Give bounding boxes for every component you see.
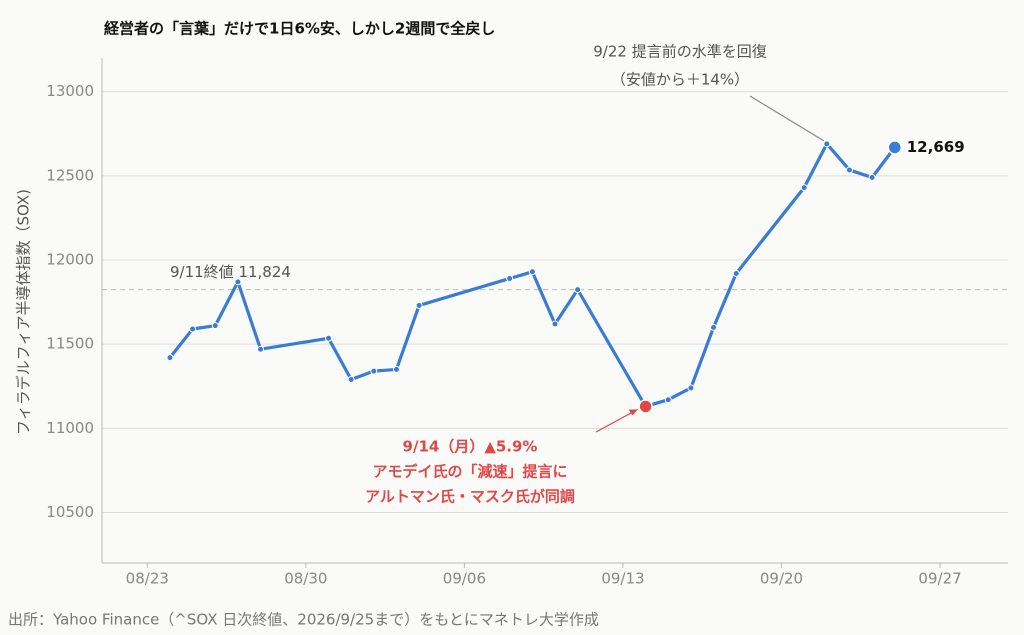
point	[574, 286, 582, 294]
y-tick-label: 12000	[46, 251, 94, 269]
source: 出所：Yahoo Finance（^SOX 日次終値、2026/9/25まで）を…	[8, 611, 599, 629]
point	[687, 384, 695, 392]
point	[823, 140, 831, 148]
point	[257, 345, 265, 353]
point	[664, 396, 672, 404]
point	[868, 174, 876, 182]
value-label: 12,669	[907, 138, 965, 156]
y-tick-label: 11000	[46, 419, 94, 437]
x-tick-label: 08/30	[284, 570, 327, 588]
annotation: （安値から＋14%）	[611, 71, 749, 89]
point	[638, 399, 653, 414]
y-tick-label: 11500	[46, 335, 94, 353]
point	[347, 376, 355, 384]
point	[551, 320, 559, 328]
point	[166, 354, 174, 362]
point	[234, 278, 242, 286]
annotation-arrow	[595, 408, 638, 433]
point	[887, 140, 902, 155]
line	[168, 142, 897, 409]
x-tick-label: 09/06	[443, 570, 486, 588]
point	[325, 334, 332, 342]
annotation: アモデイ氏の「減速」提言に	[372, 463, 567, 481]
point	[370, 367, 378, 375]
annotation: 9/14（月）▲5.9%	[403, 438, 538, 456]
point	[189, 325, 197, 333]
point	[415, 301, 423, 309]
point	[392, 365, 400, 373]
annotation: アルトマン氏・マスク氏が同調	[365, 488, 575, 506]
point	[528, 268, 536, 276]
annotation: 9/22 提言前の水準を回復	[593, 43, 766, 61]
y-tick-label: 13000	[46, 82, 94, 100]
x-tick-label: 09/27	[918, 570, 961, 588]
point	[800, 184, 808, 192]
x-tick-label: 08/23	[126, 570, 169, 588]
point	[710, 323, 718, 331]
annotation-arrowhead	[628, 409, 638, 416]
y-tick-label: 10500	[46, 503, 94, 521]
x-tick-label: 09/20	[760, 570, 803, 588]
point	[845, 166, 853, 174]
chart-title: 経営者の「言葉」だけで1日6%安、しかし2週間で全戻し	[104, 20, 495, 38]
annotation-line	[749, 95, 825, 142]
y-axis-label: フィラデルフィア半導体指数（SOX)	[15, 189, 33, 435]
point	[732, 269, 740, 277]
y-tick-label: 12500	[46, 166, 94, 184]
point	[506, 275, 514, 283]
reference-label: 9/11終値 11,824	[170, 263, 291, 281]
x-tick-label: 09/13	[601, 570, 644, 588]
point	[211, 322, 219, 330]
